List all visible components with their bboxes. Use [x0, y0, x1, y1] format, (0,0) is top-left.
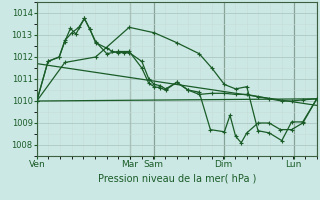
X-axis label: Pression niveau de la mer( hPa ): Pression niveau de la mer( hPa ) — [98, 173, 256, 183]
